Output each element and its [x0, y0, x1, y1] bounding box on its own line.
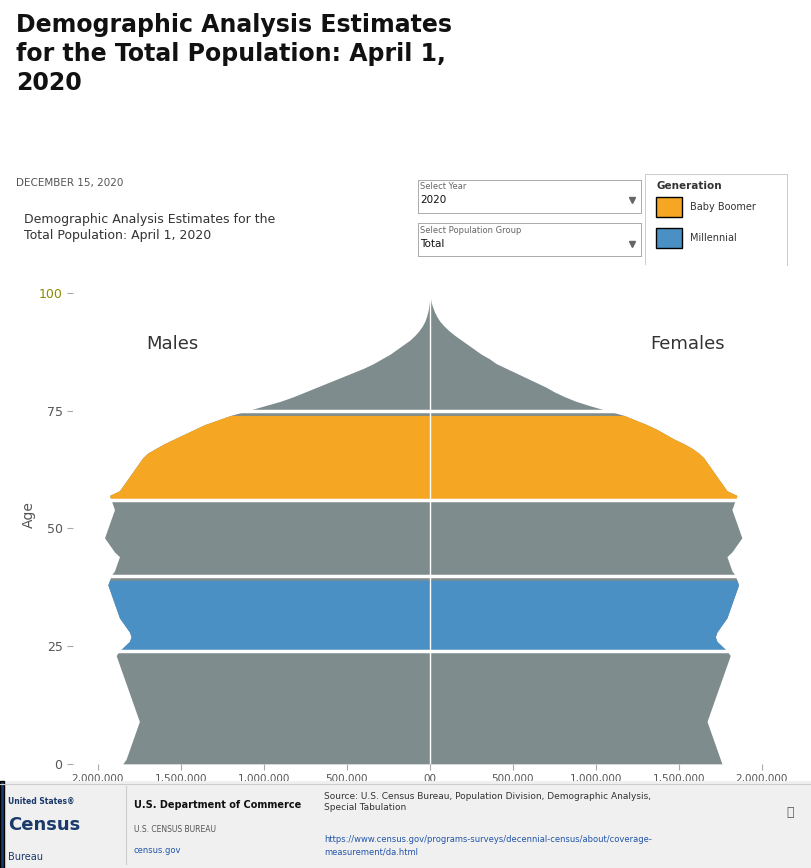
Text: Demographic Analysis Estimates
for the Total Population: April 1,
2020: Demographic Analysis Estimates for the T…: [16, 13, 453, 95]
Text: Census: Census: [8, 816, 80, 834]
Text: Select Population Group: Select Population Group: [420, 226, 521, 234]
Text: Generation: Generation: [656, 181, 722, 191]
Text: Millennial: Millennial: [690, 233, 737, 243]
Text: Males: Males: [147, 336, 199, 353]
Text: ⓘ: ⓘ: [787, 806, 794, 819]
Text: Bureau: Bureau: [8, 852, 43, 863]
Y-axis label: Age: Age: [22, 501, 36, 528]
Text: United States®: United States®: [8, 797, 75, 806]
Text: Source: U.S. Census Bureau, Population Division, Demographic Analysis,
Special T: Source: U.S. Census Bureau, Population D…: [324, 792, 651, 812]
Text: U.S. CENSUS BUREAU: U.S. CENSUS BUREAU: [134, 825, 216, 833]
Text: Baby Boomer: Baby Boomer: [690, 202, 756, 213]
FancyBboxPatch shape: [656, 197, 681, 217]
Text: census.gov: census.gov: [134, 846, 182, 855]
FancyBboxPatch shape: [656, 228, 681, 248]
FancyBboxPatch shape: [0, 781, 4, 868]
Text: DECEMBER 15, 2020: DECEMBER 15, 2020: [16, 178, 123, 188]
Text: Females: Females: [650, 336, 724, 353]
Text: Select Year: Select Year: [420, 182, 466, 191]
Text: Demographic Analysis Estimates for the
Total Population: April 1, 2020: Demographic Analysis Estimates for the T…: [24, 213, 276, 242]
Text: Total: Total: [420, 239, 444, 248]
Text: U.S. Department of Commerce: U.S. Department of Commerce: [134, 800, 301, 811]
Text: 2020: 2020: [420, 195, 447, 205]
Text: https://www.census.gov/programs-surveys/decennial-census/about/coverage-
measure: https://www.census.gov/programs-surveys/…: [324, 835, 652, 857]
